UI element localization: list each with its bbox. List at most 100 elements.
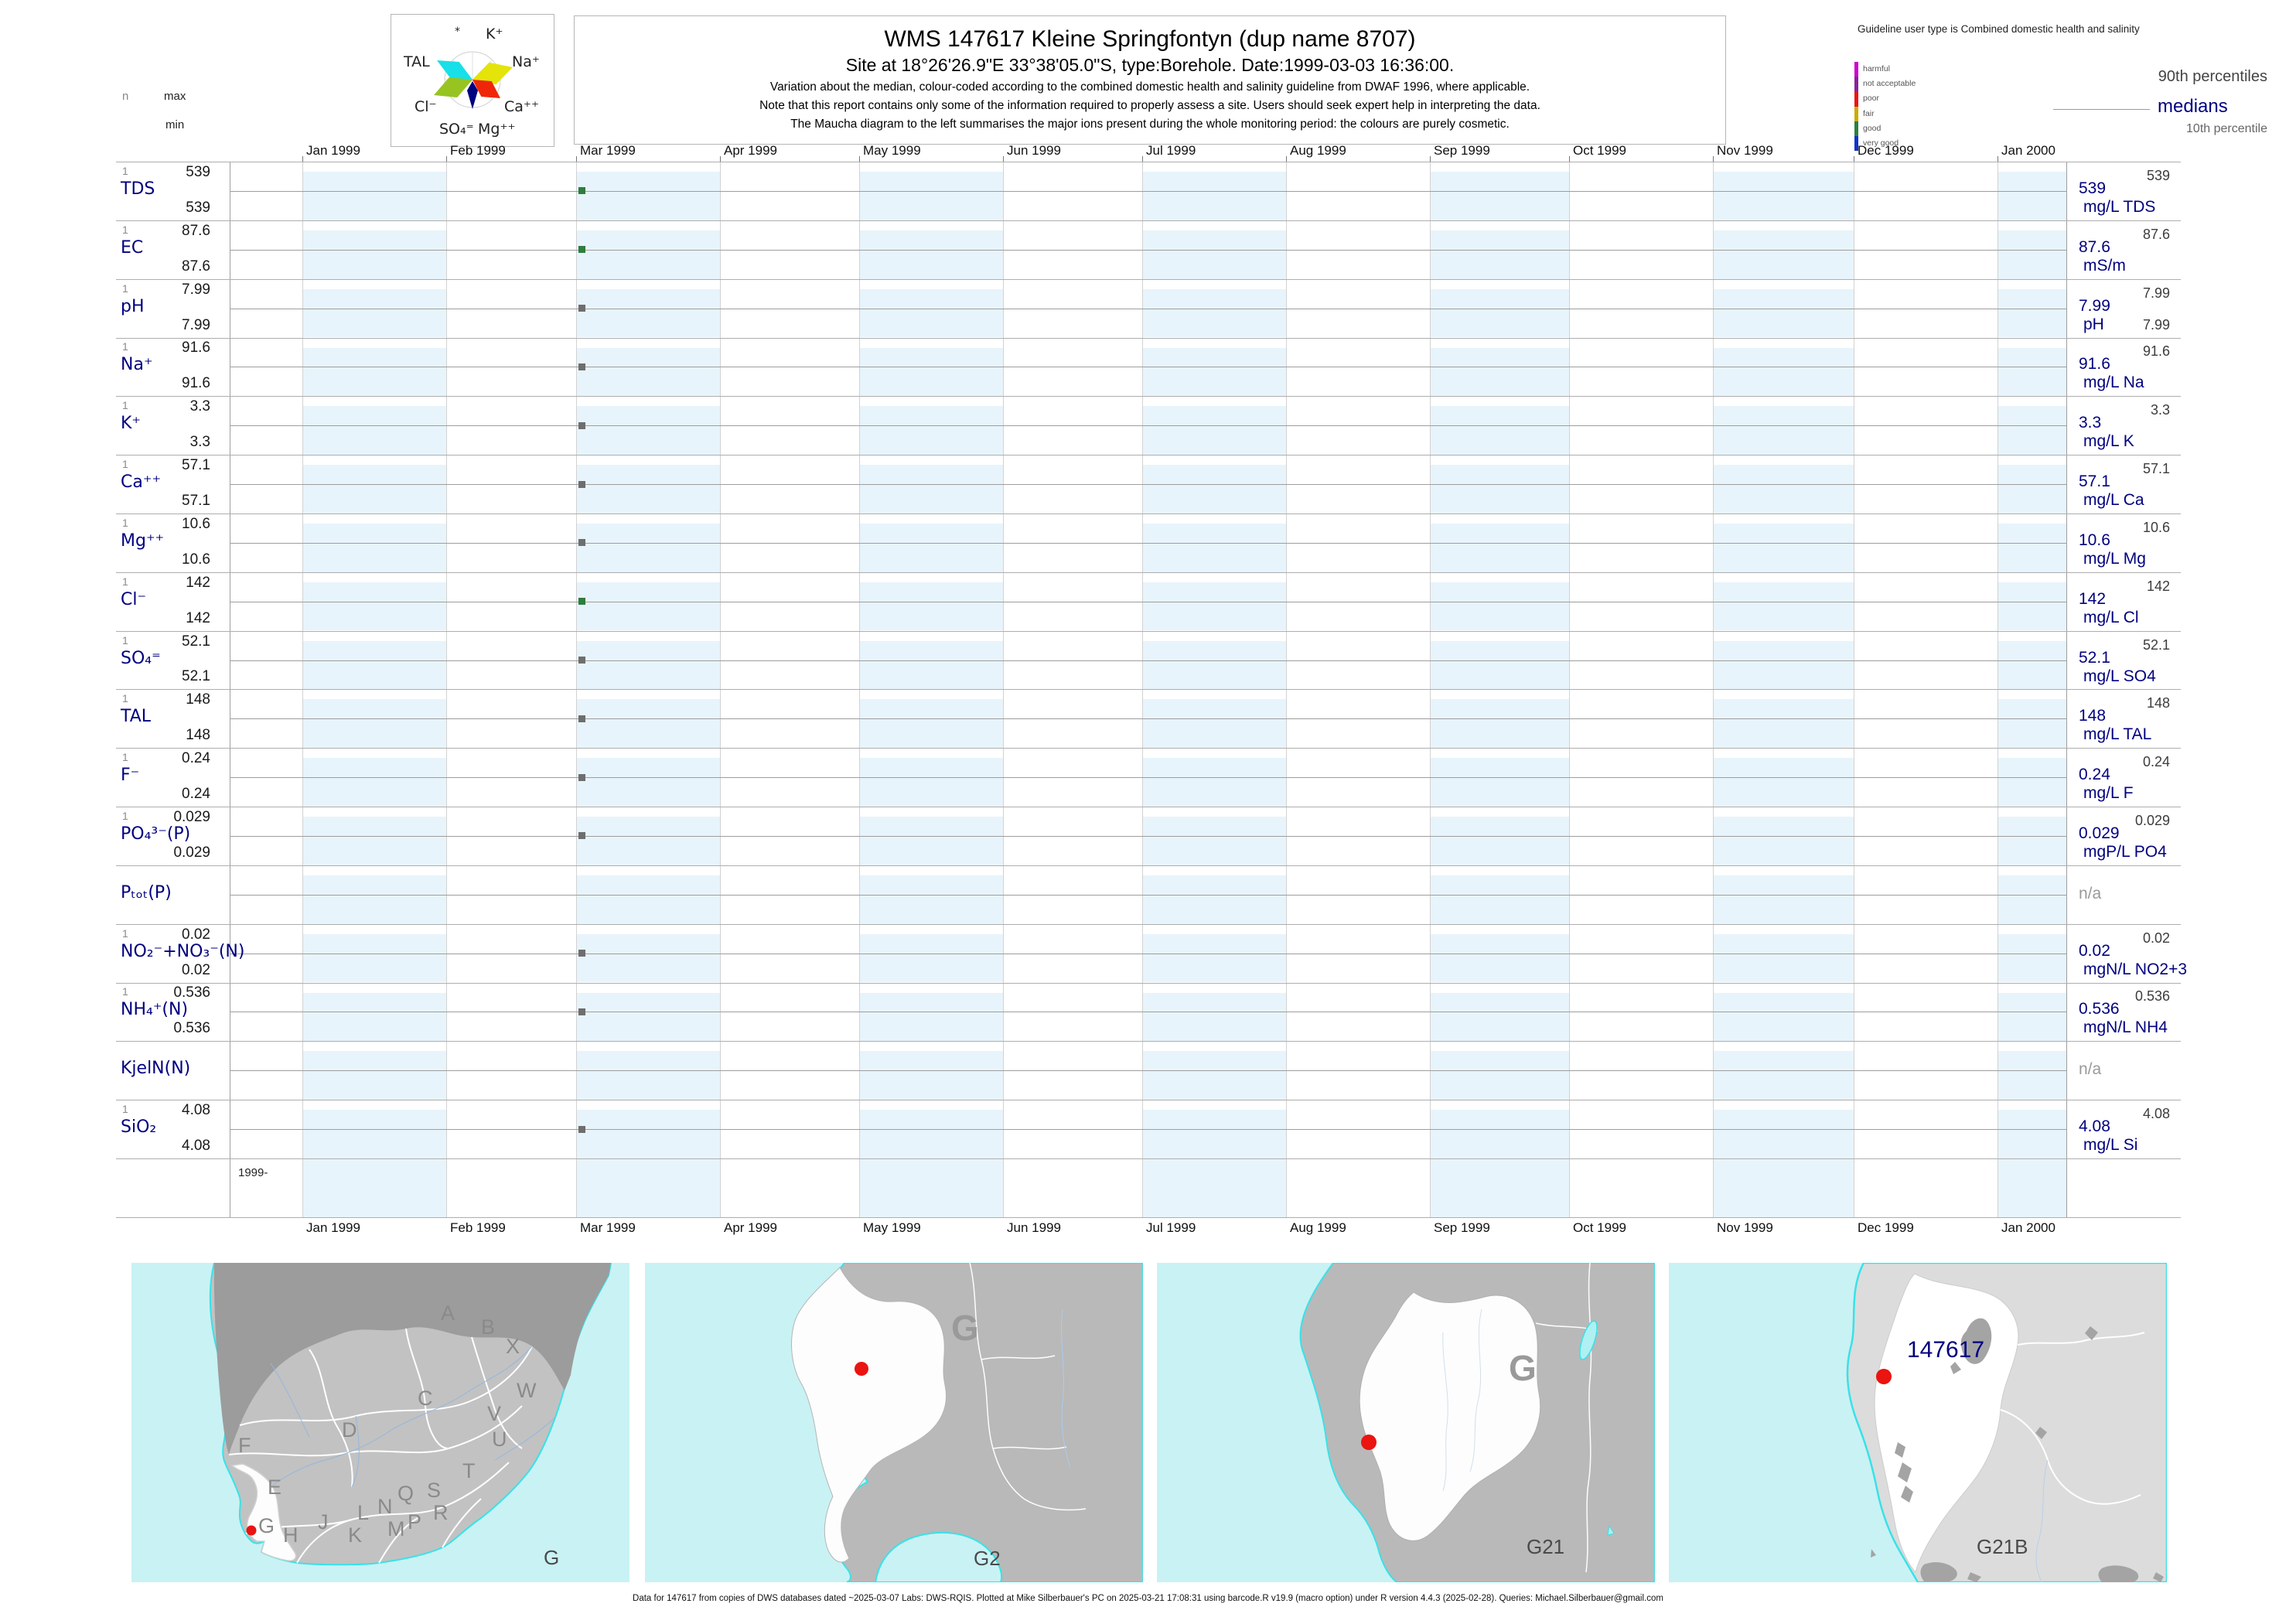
month-shade-band: [1997, 699, 2066, 749]
median-value: 52.1: [2079, 648, 2110, 667]
parameter-name: K⁺: [121, 414, 142, 434]
min-value: 10.6: [182, 551, 210, 568]
month-shade-band: [859, 230, 1003, 279]
month-shade-band: [1142, 640, 1286, 690]
p90-value: 4.08: [2142, 1106, 2170, 1122]
median-value: 87.6: [2079, 237, 2110, 256]
month-label-bottom: Jan 1999: [306, 1220, 360, 1235]
row-boundary-line: [116, 748, 2181, 749]
month-shade-band: [576, 1158, 720, 1217]
page-subtitle: Site at 18°26'26.9"E 33°38'05.0"S, type:…: [845, 55, 1455, 75]
guideline-class-swatch: [1854, 106, 1858, 121]
month-shade-band: [859, 992, 1003, 1042]
month-shade-band: [859, 699, 1003, 749]
guideline-class-label: not acceptable: [1863, 79, 1916, 89]
maucha-label-k: K⁺: [486, 26, 503, 43]
p90-value: 3.3: [2150, 402, 2170, 418]
month-shade-band: [1713, 640, 1854, 690]
month-label-bottom: Nov 1999: [1717, 1220, 1773, 1235]
median-line: [230, 660, 2066, 661]
month-tick: [720, 156, 721, 162]
min-value: 87.6: [182, 258, 210, 275]
month-shade-band: [1142, 1158, 1286, 1217]
drainage-region-letter: P: [408, 1510, 421, 1534]
month-shade-band: [576, 523, 720, 572]
guideline-class-swatch: [1854, 136, 1858, 152]
month-shade-band: [1430, 465, 1569, 513]
max-value: 142: [186, 574, 210, 591]
month-shade-band: [576, 758, 720, 807]
month-shade-band: [302, 640, 446, 690]
month-shade-band: [302, 1110, 446, 1158]
month-shade-band: [1142, 172, 1286, 220]
month-shade-band: [1713, 347, 1854, 397]
month-shade-band: [1430, 1158, 1569, 1217]
sample-count: 1: [122, 692, 128, 705]
month-shade-band: [1430, 640, 1569, 690]
max-value: 7.99: [182, 281, 210, 298]
min-value: 7.99: [182, 316, 210, 333]
guideline-class-swatch: [1854, 121, 1858, 136]
parameter-name: TDS: [121, 179, 155, 199]
min-value: 142: [186, 609, 210, 626]
data-point: [578, 421, 585, 429]
data-point: [578, 539, 585, 547]
sample-count: 1: [122, 340, 128, 353]
month-shade-band: [1142, 992, 1286, 1042]
month-shade-band: [302, 523, 446, 572]
data-point: [578, 246, 585, 254]
sample-count: 1: [122, 458, 128, 471]
data-point: [578, 773, 585, 781]
panel-label: G: [544, 1546, 559, 1569]
note-disclaimer: Note that this report contains only some…: [759, 99, 1540, 112]
data-point: [578, 480, 585, 488]
p90-value: 0.24: [2142, 754, 2170, 770]
month-shade-band: [1430, 699, 1569, 749]
month-shade-band: [1713, 875, 1854, 924]
median-line: [230, 777, 2066, 779]
maucha-label-star: *: [455, 26, 460, 38]
month-tick: [1430, 156, 1431, 162]
p10-legend-label: 10th percentile: [2186, 122, 2267, 135]
month-shade-band: [576, 288, 720, 338]
month-shade-band: [1713, 1110, 1854, 1158]
month-shade-band: [302, 933, 446, 983]
month-shade-band: [1142, 406, 1286, 455]
max-value: 52.1: [182, 633, 210, 650]
median-line-sample: [2053, 109, 2150, 110]
p90-value: 10.6: [2142, 519, 2170, 535]
year-range-label: 1999-: [238, 1166, 268, 1179]
month-label-bottom: Mar 1999: [580, 1220, 636, 1235]
drainage-region-letter: W: [517, 1379, 537, 1402]
unit-label: mS/m: [2083, 256, 2126, 275]
month-shade-band: [576, 992, 720, 1042]
maucha-needle: [467, 81, 478, 109]
parameter-name: PO₄³⁻(P): [121, 824, 191, 844]
p90-value: 52.1: [2142, 636, 2170, 653]
na-value: n/a: [2079, 1060, 2102, 1079]
region-g21-white: [1359, 1291, 1541, 1541]
row-boundary-line: [116, 1158, 2181, 1159]
chart-bottom-line: [116, 1217, 2181, 1218]
data-point: [578, 715, 585, 722]
parameter-name: F⁻: [121, 766, 140, 786]
month-shade-band: [1713, 699, 1854, 749]
guideline-class-swatch: [1854, 77, 1858, 92]
unit-label: pH: [2083, 315, 2104, 333]
row-boundary-line: [116, 337, 2181, 339]
month-shade-band: [1713, 758, 1854, 807]
month-label-bottom: Dec 1999: [1858, 1220, 1914, 1235]
sample-count: 1: [122, 810, 128, 823]
sample-count: 1: [122, 223, 128, 236]
month-shade-band: [576, 1051, 720, 1100]
month-shade-band: [1430, 172, 1569, 220]
month-shade-band: [1997, 758, 2066, 807]
na-value: n/a: [2079, 884, 2102, 902]
month-shade-band: [1430, 523, 1569, 572]
month-shade-band: [1142, 699, 1286, 749]
month-tick: [859, 156, 860, 162]
parameter-name: Na⁺: [121, 355, 153, 375]
data-point: [578, 1125, 585, 1133]
maucha-na-wedge: [473, 62, 513, 85]
